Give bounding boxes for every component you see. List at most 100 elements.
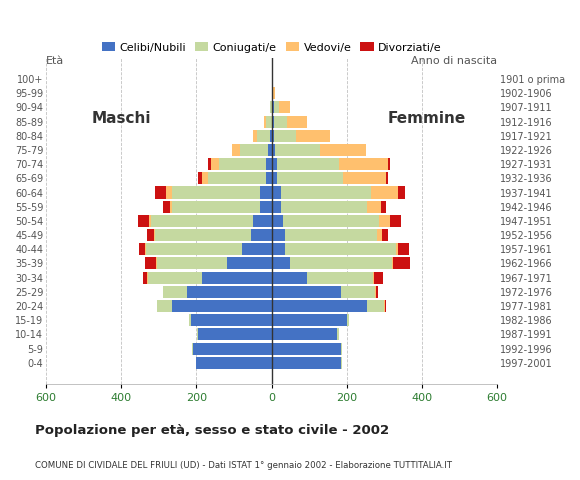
Bar bbox=[253, 130, 256, 142]
Bar bbox=[271, 172, 277, 184]
Bar bbox=[273, 87, 275, 99]
Bar bbox=[285, 229, 377, 241]
Bar bbox=[191, 314, 271, 326]
Bar bbox=[271, 116, 274, 128]
Bar bbox=[241, 243, 271, 255]
Bar bbox=[143, 272, 147, 284]
Bar bbox=[139, 243, 145, 255]
Bar bbox=[260, 201, 271, 213]
Bar bbox=[172, 187, 260, 199]
Legend: Celibi/Nubili, Coniugati/e, Vedovi/e, Divorziati/e: Celibi/Nubili, Coniugati/e, Vedovi/e, Di… bbox=[97, 38, 446, 57]
Bar bbox=[154, 229, 155, 241]
Bar bbox=[145, 257, 156, 269]
Bar bbox=[150, 215, 151, 227]
Bar bbox=[148, 272, 202, 284]
Bar bbox=[390, 215, 401, 227]
Bar bbox=[266, 116, 271, 128]
Text: COMUNE DI CIVIDALE DEL FRIULI (UD) - Dati ISTAT 1° gennaio 2002 - Elaborazione T: COMUNE DI CIVIDALE DEL FRIULI (UD) - Dat… bbox=[35, 461, 452, 470]
Bar bbox=[198, 328, 271, 340]
Bar bbox=[274, 116, 287, 128]
Bar bbox=[341, 357, 342, 369]
Bar bbox=[164, 201, 170, 213]
Bar bbox=[396, 243, 397, 255]
Text: Anno di nascita: Anno di nascita bbox=[411, 56, 497, 66]
Bar bbox=[271, 144, 275, 156]
Bar bbox=[279, 101, 291, 113]
Bar bbox=[156, 257, 157, 269]
Bar bbox=[338, 328, 339, 340]
Bar bbox=[197, 328, 198, 340]
Bar bbox=[146, 243, 241, 255]
Bar bbox=[271, 130, 274, 142]
Text: Maschi: Maschi bbox=[91, 111, 151, 126]
Bar bbox=[157, 300, 172, 312]
Bar bbox=[373, 272, 374, 284]
Bar bbox=[208, 158, 212, 170]
Text: Età: Età bbox=[46, 56, 64, 66]
Bar bbox=[376, 286, 378, 298]
Bar bbox=[271, 158, 277, 170]
Bar bbox=[393, 257, 410, 269]
Bar bbox=[212, 158, 219, 170]
Bar bbox=[138, 215, 150, 227]
Bar bbox=[256, 130, 270, 142]
Bar bbox=[251, 229, 271, 241]
Bar bbox=[162, 286, 187, 298]
Bar bbox=[192, 343, 193, 355]
Bar bbox=[283, 215, 379, 227]
Bar bbox=[271, 272, 307, 284]
Bar bbox=[240, 144, 268, 156]
Bar bbox=[397, 243, 409, 255]
Bar bbox=[321, 144, 365, 156]
Text: Popolazione per età, sesso e stato civile - 2002: Popolazione per età, sesso e stato civil… bbox=[35, 424, 389, 437]
Bar bbox=[271, 187, 281, 199]
Bar bbox=[368, 300, 385, 312]
Bar bbox=[307, 272, 373, 284]
Bar bbox=[379, 215, 390, 227]
Bar bbox=[268, 144, 271, 156]
Bar bbox=[147, 229, 154, 241]
Bar bbox=[266, 172, 271, 184]
Bar bbox=[271, 201, 281, 213]
Bar bbox=[397, 187, 405, 199]
Bar bbox=[339, 158, 388, 170]
Bar bbox=[172, 201, 260, 213]
Bar bbox=[380, 201, 386, 213]
Bar bbox=[296, 130, 330, 142]
Bar bbox=[382, 229, 388, 241]
Bar bbox=[274, 101, 279, 113]
Bar bbox=[202, 172, 208, 184]
Bar bbox=[287, 116, 307, 128]
Bar bbox=[277, 158, 339, 170]
Bar bbox=[374, 272, 383, 284]
Bar bbox=[271, 101, 274, 113]
Bar bbox=[264, 116, 266, 128]
Bar bbox=[274, 130, 296, 142]
Bar bbox=[271, 87, 273, 99]
Bar bbox=[271, 243, 285, 255]
Bar bbox=[157, 257, 227, 269]
Bar bbox=[385, 300, 386, 312]
Bar bbox=[343, 172, 386, 184]
Bar bbox=[195, 357, 197, 369]
Bar bbox=[271, 300, 368, 312]
Bar bbox=[271, 257, 291, 269]
Bar bbox=[388, 158, 390, 170]
Bar bbox=[271, 286, 341, 298]
Bar bbox=[193, 343, 271, 355]
Bar bbox=[155, 229, 251, 241]
Bar bbox=[281, 187, 371, 199]
Bar bbox=[266, 158, 271, 170]
Bar bbox=[270, 101, 271, 113]
Bar bbox=[392, 257, 393, 269]
Bar bbox=[341, 343, 342, 355]
Bar bbox=[271, 343, 341, 355]
Bar bbox=[172, 300, 271, 312]
Bar bbox=[202, 272, 271, 284]
Bar bbox=[219, 158, 266, 170]
Bar bbox=[170, 201, 172, 213]
Bar bbox=[271, 357, 341, 369]
Bar bbox=[208, 172, 266, 184]
Bar bbox=[347, 314, 349, 326]
Bar bbox=[377, 229, 382, 241]
